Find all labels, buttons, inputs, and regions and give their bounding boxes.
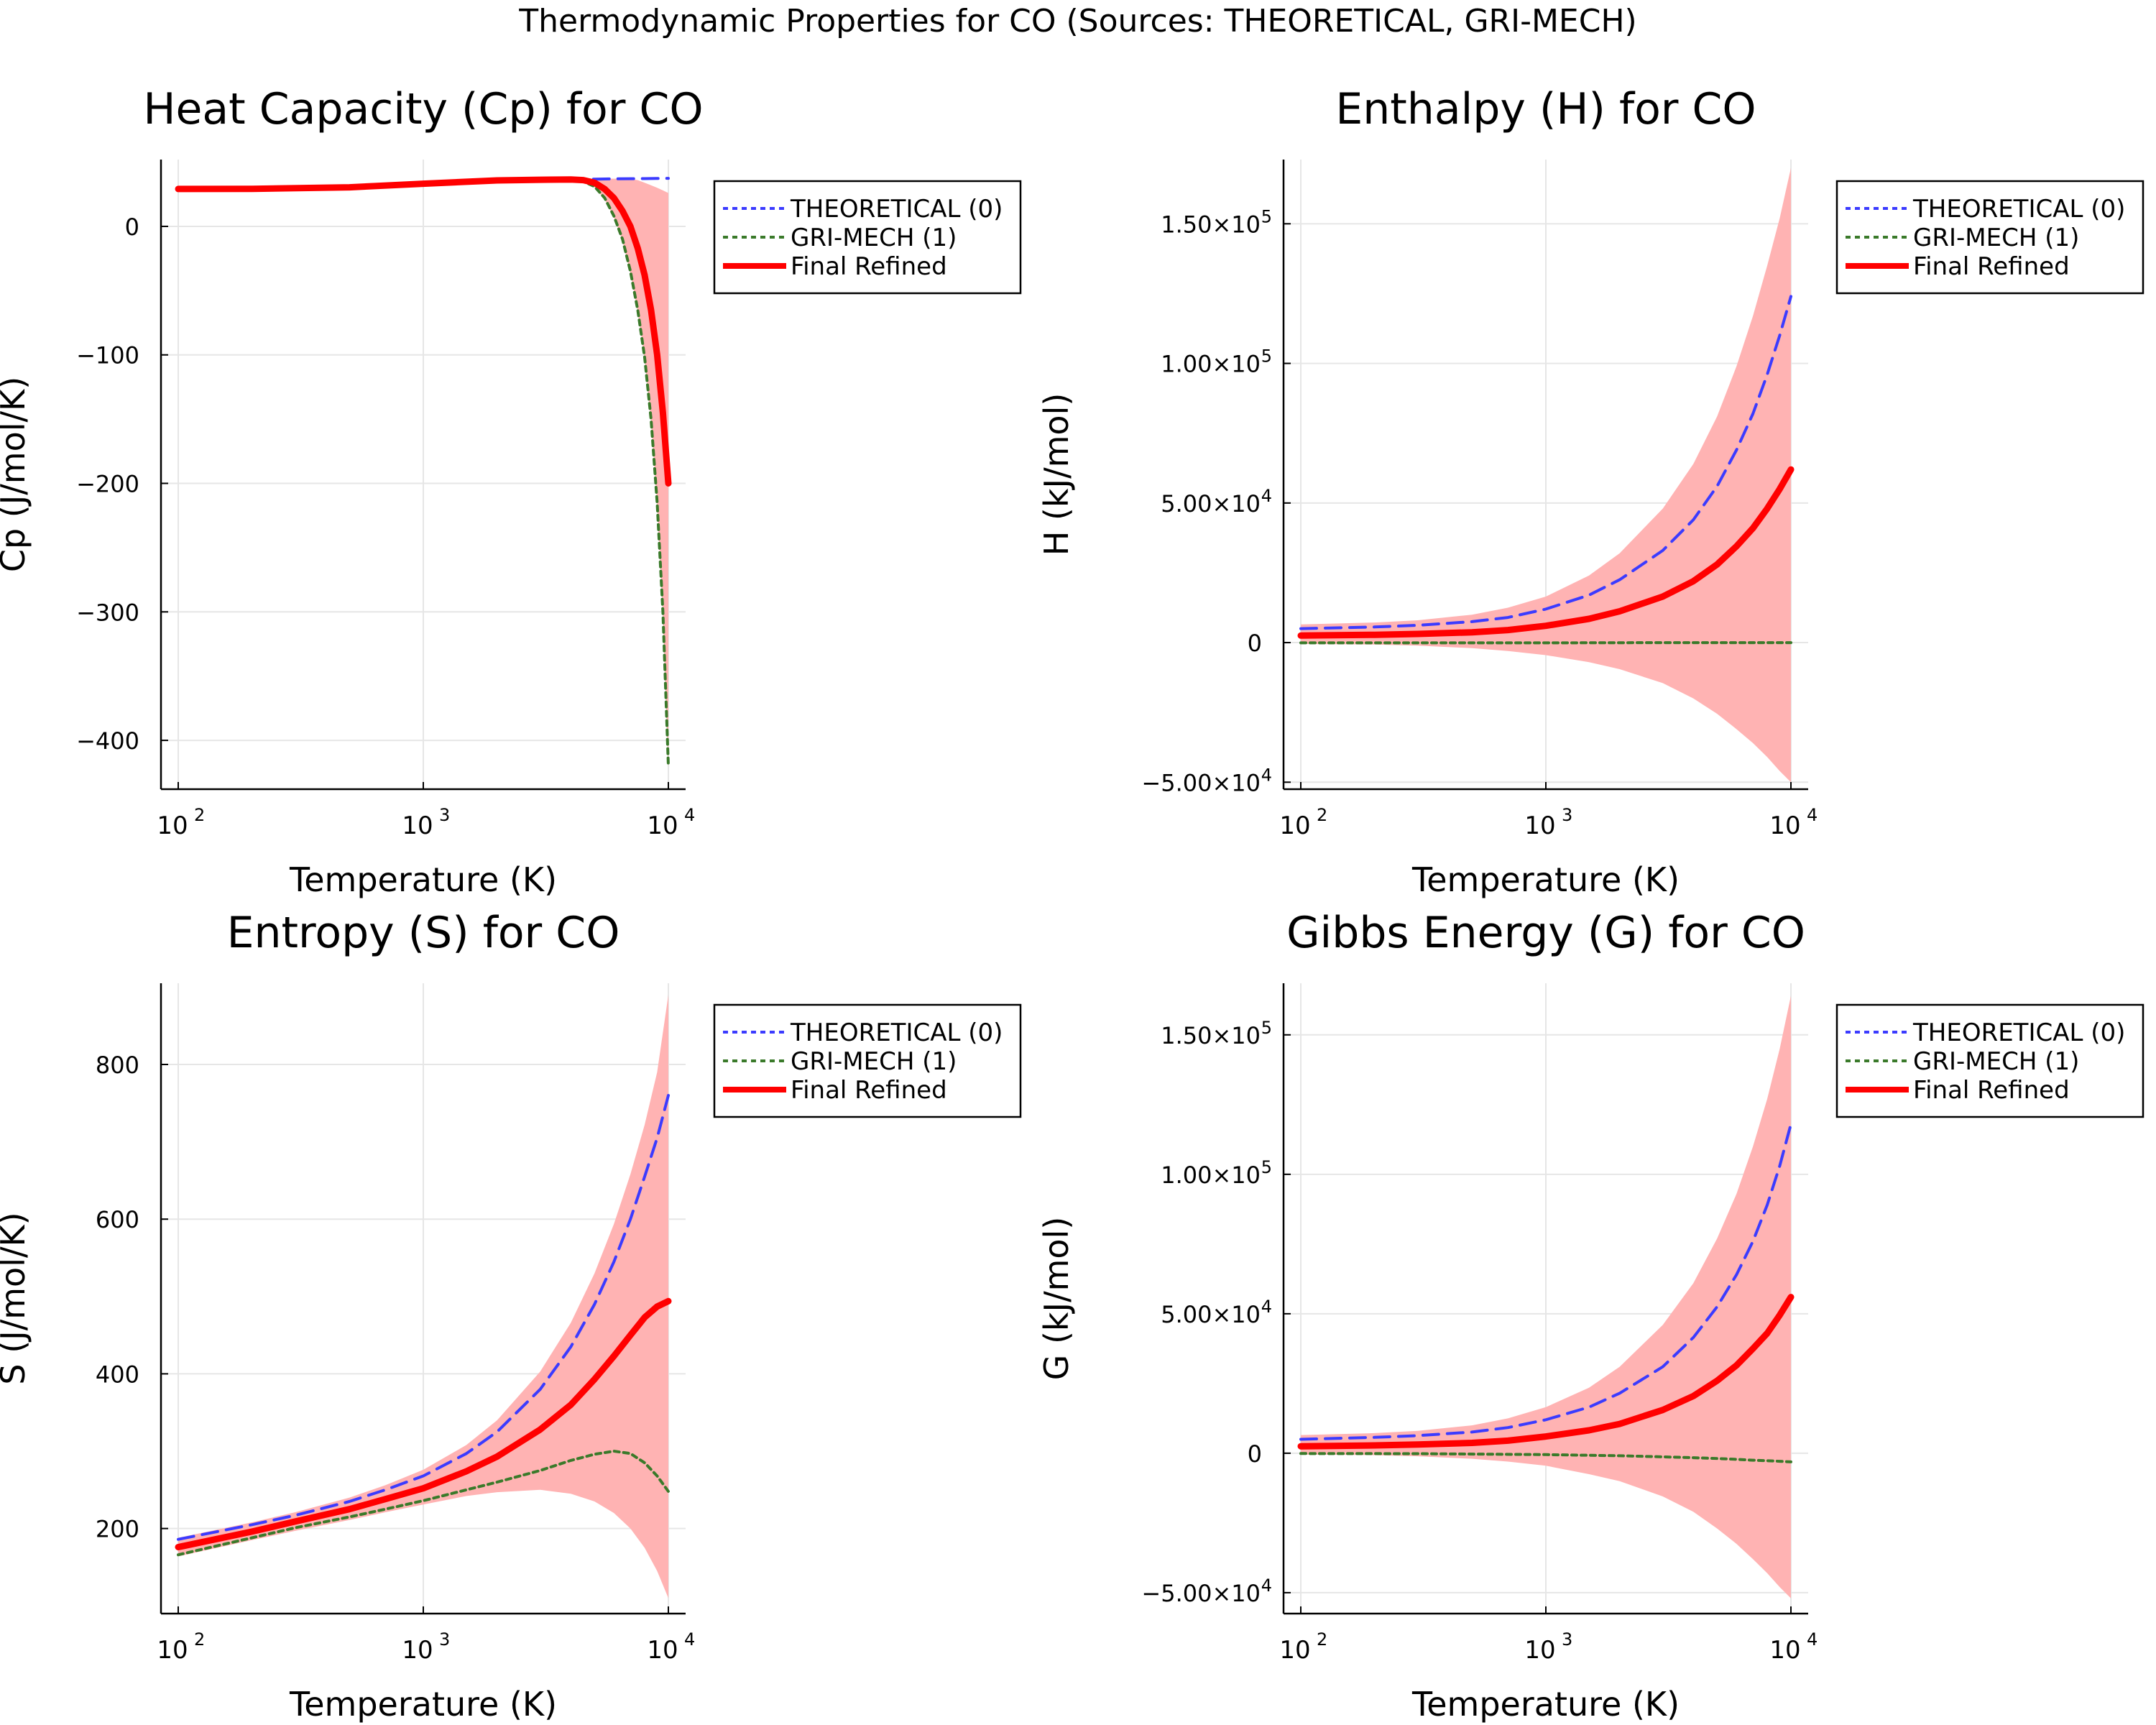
y-tick-label: −300 [76,599,139,626]
x-tick-exponent: 4 [1807,805,1818,825]
legend: THEORETICAL (0)GRI-MECH (1)Final Refined [713,180,1022,295]
x-tick-label: 10 [1279,811,1310,840]
y-tick-label: −5.00×10 [1141,769,1261,796]
y-tick-label: 5.00×10 [1161,490,1261,518]
y-tick-label: −400 [76,727,139,755]
legend-label: Final Refined [1913,1076,2070,1105]
series-line-theoretical-0 [1299,295,1792,630]
x-tick-exponent: 3 [1562,1629,1572,1650]
x-tick-exponent: 4 [684,805,695,825]
x-axis-label: Temperature (K) [1411,860,1680,899]
y-tick-label: 0 [125,213,139,241]
x-axis-label: Temperature (K) [289,860,557,899]
legend-label: GRI-MECH (1) [1913,224,2079,252]
panel-title: Gibbs Energy (G) for CO [1286,908,1805,958]
series-line-theoretical-0 [177,1094,670,1541]
legend-label: Final Refined [1913,252,2070,281]
legend-label: GRI-MECH (1) [1913,1047,2079,1076]
y-axis-label: S (J/mol/K) [0,1212,32,1384]
y-axis-label: G (kJ/mol) [1037,1217,1076,1381]
legend-label: THEORETICAL (0) [790,1018,1003,1047]
panel-title: Enthalpy (H) for CO [1335,84,1756,134]
x-tick-exponent: 2 [194,1629,205,1650]
x-tick-exponent: 2 [194,805,205,825]
y-tick-label: 0 [1248,630,1262,657]
x-tick-exponent: 4 [684,1629,695,1650]
x-tick-exponent: 3 [439,1629,450,1650]
figure-suptitle: Thermodynamic Properties for CO (Sources… [519,3,1637,40]
series-line-final-refined [175,176,672,487]
uncertainty-band [178,995,668,1598]
x-tick-label: 10 [402,811,433,840]
x-axis-label: Temperature (K) [289,1685,557,1724]
series-line-final-refined [175,1297,672,1550]
panel-cp: 10 2 10 3 10 4 0 −100 −200 −300 −400 Heat Capacity … [0,84,1022,899]
y-tick-label: 1.00×10 [1161,1162,1261,1189]
legend-label: Final Refined [791,1076,947,1105]
legend: THEORETICAL (0)GRI-MECH (1)Final Refined [1835,180,2145,295]
x-tick-label: 10 [1279,1636,1310,1665]
x-tick-exponent: 3 [1562,805,1572,825]
x-tick-label: 10 [157,811,188,840]
series-line-theoretical-0 [1299,1123,1792,1441]
y-tick-label: 1.00×10 [1161,351,1261,378]
uncertainty-band [1301,167,1791,783]
y-tick-label: 1.50×10 [1161,211,1261,238]
y-tick-label: 1.50×10 [1161,1022,1261,1049]
x-tick-label: 10 [1769,1636,1800,1665]
x-tick-exponent: 3 [439,805,450,825]
x-tick-label: 10 [1524,811,1555,840]
y-tick-label: 200 [96,1516,139,1543]
y-tick-label: −5.00×10 [1141,1580,1261,1607]
x-tick-exponent: 4 [1807,1629,1818,1650]
x-axis-label: Temperature (K) [1411,1685,1680,1724]
y-tick-exponent: 5 [1261,346,1272,367]
y-tick-exponent: 5 [1261,1018,1272,1038]
x-tick-label: 10 [1769,811,1800,840]
y-tick-exponent: 5 [1261,1157,1272,1177]
panel-title: Heat Capacity (Cp) for CO [143,84,703,134]
y-tick-exponent: 5 [1261,206,1272,226]
legend-label: THEORETICAL (0) [1912,1018,2125,1047]
y-tick-label: 0 [1248,1440,1262,1468]
y-axis-label: Cp (J/mol/K) [0,377,32,572]
panel-h: 10 2 10 3 10 451.50×1051.00×1045.00×1004−5.00… [1037,84,2145,899]
x-tick-label: 10 [647,811,678,840]
x-tick-exponent: 2 [1317,1629,1327,1650]
legend-label: THEORETICAL (0) [790,195,1003,224]
x-tick-label: 10 [402,1636,433,1665]
series-line-final-refined [1297,466,1795,639]
y-tick-label: 400 [96,1361,139,1388]
y-tick-label: 800 [96,1052,139,1079]
legend-label: Final Refined [791,252,947,281]
panel-s: 10 2 10 3 10 4 200 400 600 800 Entropy (S) for CO T… [0,908,1022,1724]
uncertainty-band [1301,995,1791,1598]
y-tick-label: 5.00×10 [1161,1301,1261,1328]
y-tick-exponent: 4 [1261,765,1272,785]
series-line-final-refined [1297,1294,1795,1450]
y-tick-exponent: 4 [1261,1576,1272,1596]
series-line-gri-mech-1 [177,1450,670,1557]
y-tick-label: −100 [76,342,139,369]
legend-label: GRI-MECH (1) [791,1047,957,1076]
legend: THEORETICAL (0)GRI-MECH (1)Final Refined [1835,1003,2145,1118]
panel-title: Entropy (S) for CO [227,908,620,958]
x-tick-exponent: 2 [1317,805,1327,825]
legend: THEORETICAL (0)GRI-MECH (1)Final Refined [713,1003,1022,1118]
legend-label: THEORETICAL (0) [1912,195,2125,224]
panel-g: 10 2 10 3 10 451.50×1051.00×1045.00×1004−5.00… [1037,908,2145,1724]
x-tick-label: 10 [1524,1636,1555,1665]
y-tick-label: 600 [96,1206,139,1233]
y-tick-exponent: 4 [1261,486,1272,506]
y-tick-label: −200 [76,471,139,498]
series-line-gri-mech-1 [1299,1452,1792,1463]
x-tick-label: 10 [647,1636,678,1665]
y-axis-label: H (kJ/mol) [1037,393,1076,556]
legend-label: GRI-MECH (1) [791,224,957,252]
x-tick-label: 10 [157,1636,188,1665]
y-tick-exponent: 4 [1261,1297,1272,1317]
